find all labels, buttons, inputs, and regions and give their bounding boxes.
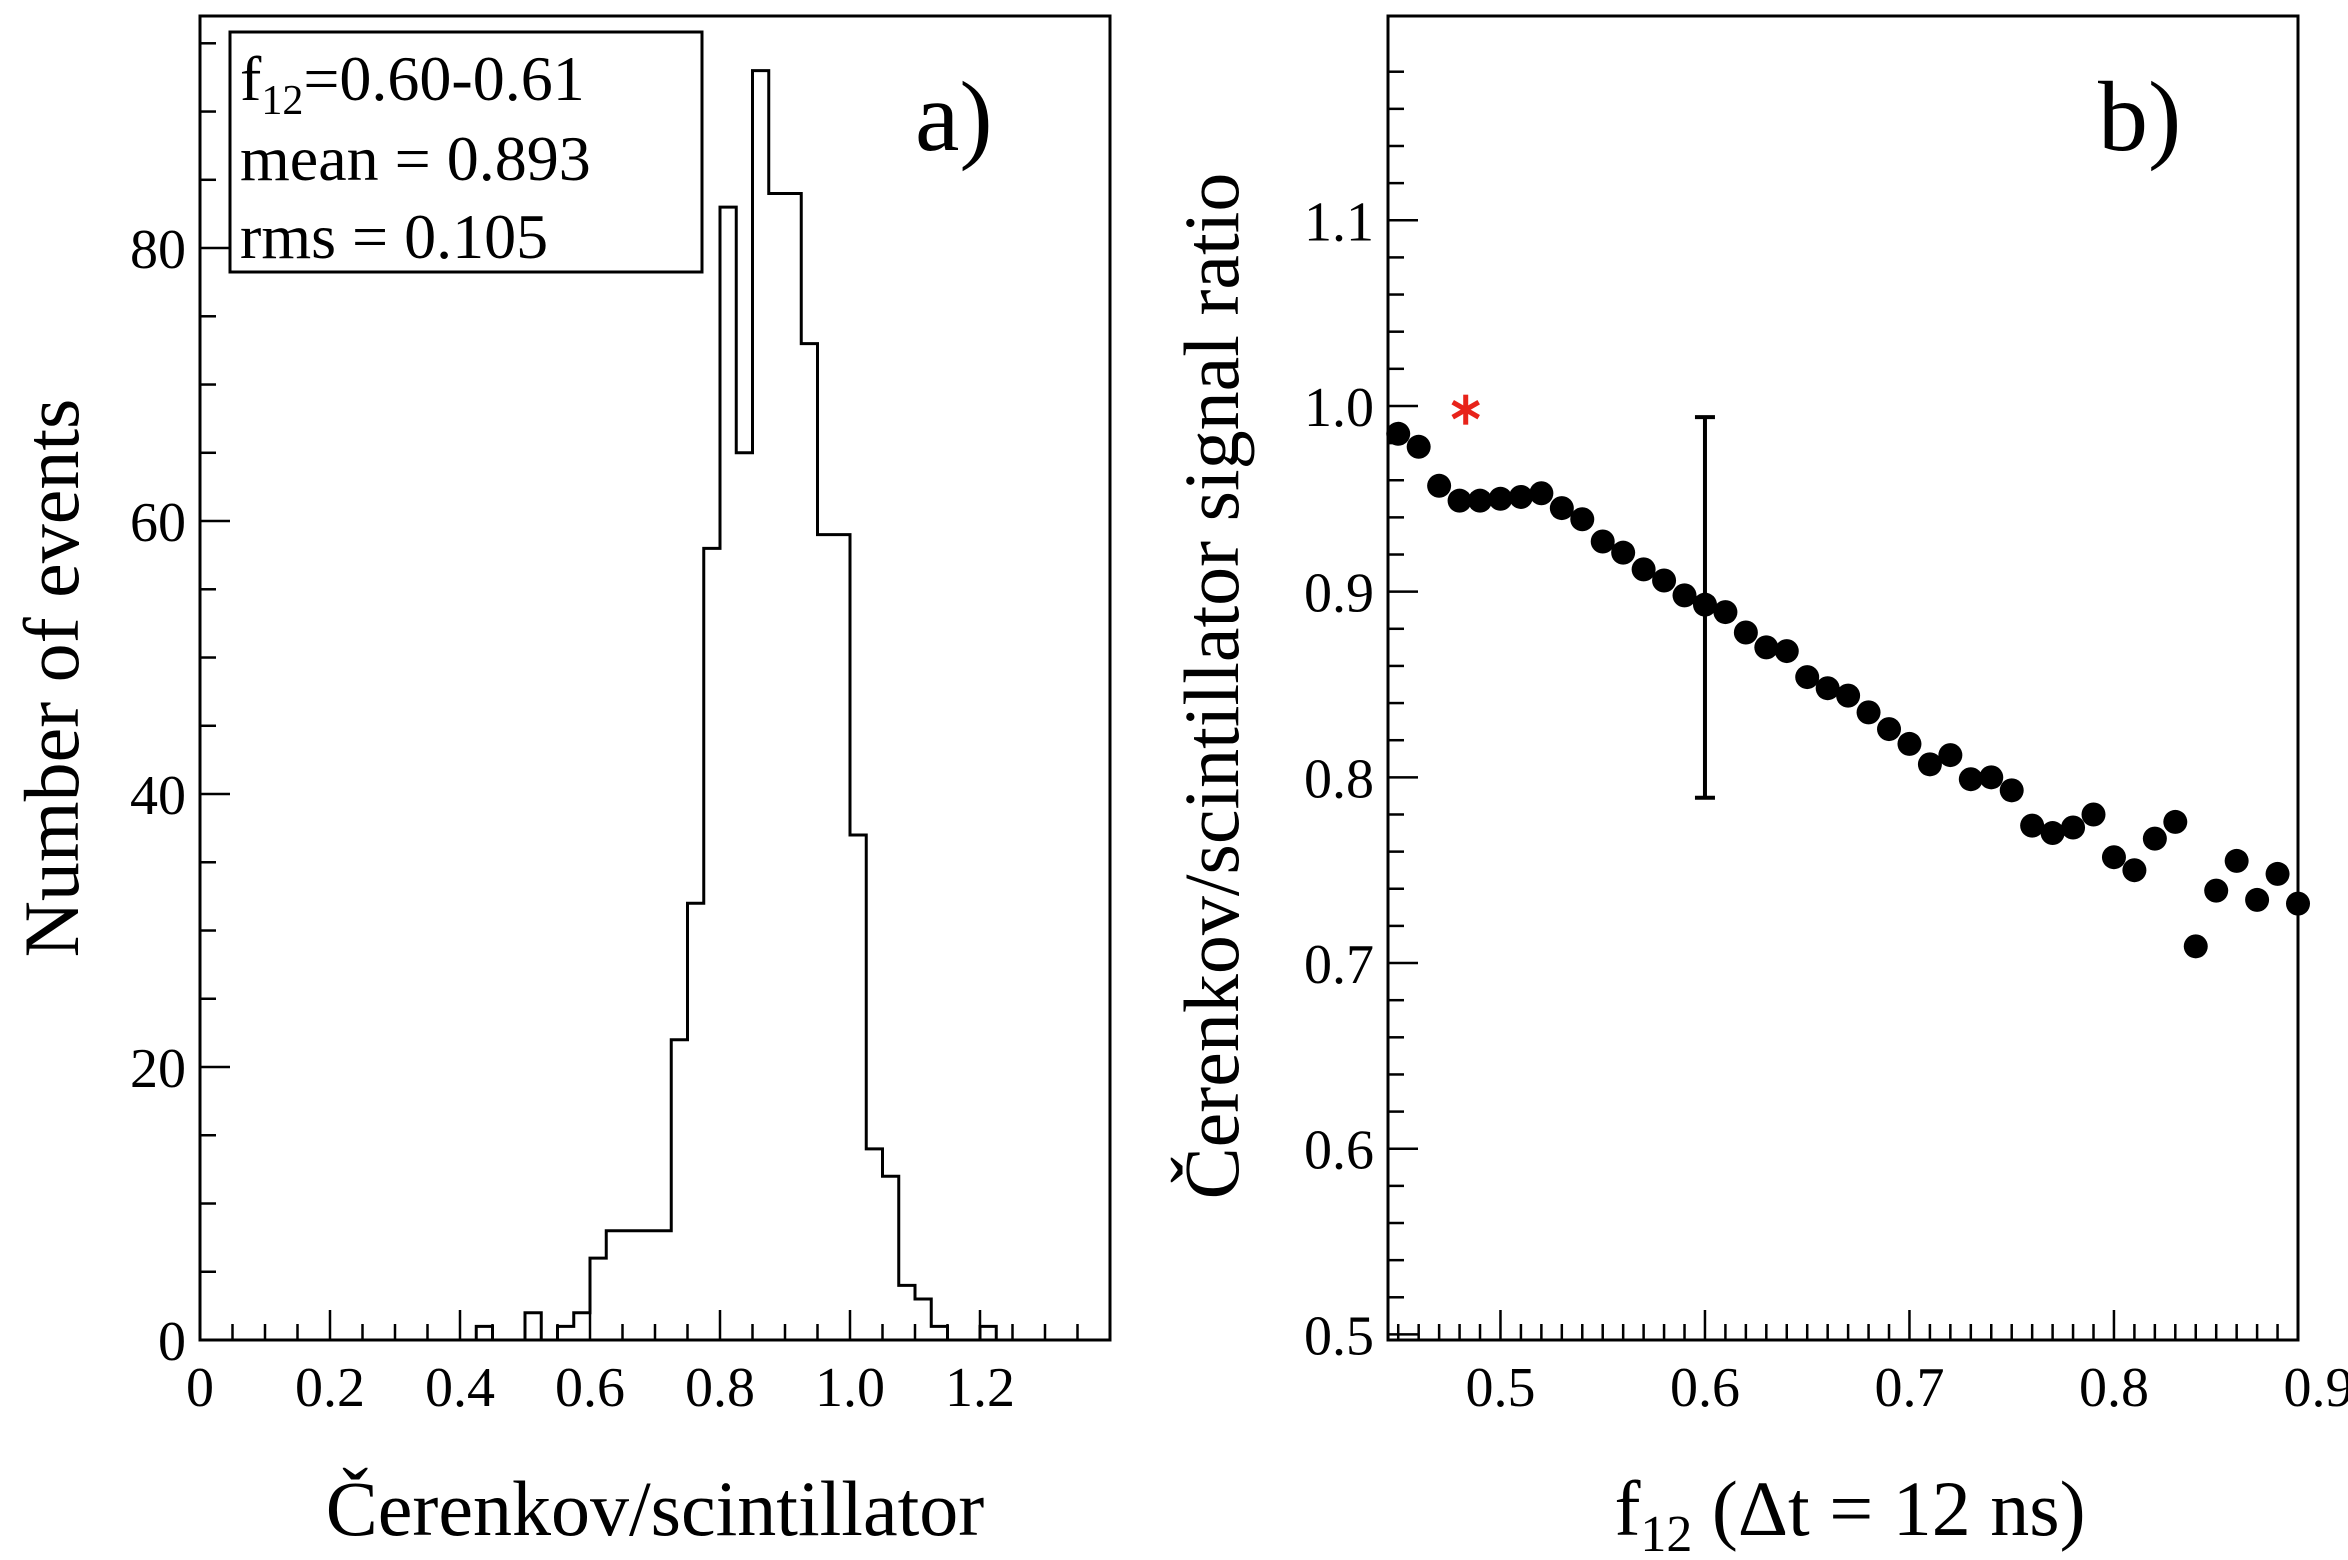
- x-tick-label: 0.2: [295, 1357, 365, 1419]
- panel-a-y-title: Number of events: [8, 399, 95, 958]
- data-point: [1447, 488, 1472, 513]
- panel-b-tick-labels: 0.5 0.6 0.7 0.8 0.9 0.5 0.6 0.7 0.8 0.9 1.0 1.1: [1304, 191, 2348, 1419]
- data-point: [1529, 481, 1554, 506]
- panel-b-frame: [1386, 14, 2300, 1342]
- y-tick-label: 0.7: [1304, 934, 1374, 996]
- data-point: [1774, 639, 1799, 664]
- data-point: [1897, 731, 1922, 756]
- y-tick-label: 0.5: [1304, 1305, 1374, 1367]
- stats-f-value: =0.60-0.61: [303, 43, 584, 114]
- data-point: [2101, 845, 2126, 870]
- data-point: [1733, 620, 1758, 645]
- y-tick-label: 0.9: [1304, 563, 1374, 625]
- x-tick-label: 1.0: [815, 1357, 885, 1419]
- x-tick-label: 0.8: [685, 1357, 755, 1419]
- x-tick-label: 0.6: [1670, 1357, 1740, 1419]
- data-point: [1795, 665, 1820, 690]
- histogram-outline: [474, 69, 998, 1342]
- data-point: [2204, 878, 2229, 903]
- panel-a-tick-labels: 0 0.2 0.4 0.6 0.8 1.0 1.2 0 20 40 60 80: [130, 219, 1015, 1419]
- data-point: [1836, 683, 1861, 708]
- data-point: [1877, 717, 1902, 742]
- stats-rms: rms = 0.105: [240, 201, 548, 272]
- data-point: [1938, 743, 1963, 768]
- y-tick-label: 0.8: [1304, 748, 1374, 810]
- panel-a-x-title: Čerenkov/scintillator: [326, 1465, 985, 1552]
- data-point: [1856, 700, 1881, 725]
- y-tick-label: 40: [130, 765, 186, 827]
- asterisk-marker-stroke: [1451, 400, 1480, 420]
- highlight-marker: [1451, 394, 1480, 425]
- data-point: [2265, 861, 2290, 886]
- x-tick-label: 0.4: [425, 1357, 495, 1419]
- data-point: [1631, 557, 1656, 582]
- panel-b-x-title-main: f: [1614, 1465, 1640, 1552]
- x-tick-label: 0.5: [1465, 1357, 1535, 1419]
- data-point: [1652, 568, 1677, 593]
- data-point: [2245, 887, 2270, 912]
- panel-a-label: a): [915, 61, 993, 172]
- data-point: [1427, 473, 1452, 498]
- y-tick-label: 20: [130, 1038, 186, 1100]
- panel-b-label: b): [2098, 61, 2181, 172]
- data-point: [1468, 488, 1493, 513]
- data-point: [2122, 858, 2147, 883]
- data-point: [1549, 496, 1574, 521]
- x-tick-label: 0.7: [1874, 1357, 1944, 1419]
- x-tick-label: 0.9: [2283, 1357, 2348, 1419]
- stats-f-subscript: 12: [261, 78, 303, 124]
- data-point: [1570, 507, 1595, 532]
- data-point: [2224, 848, 2249, 873]
- y-tick-label: 1.1: [1304, 191, 1374, 253]
- panel-b-x-title: f12 (Δt = 12 ns): [1614, 1465, 2085, 1560]
- panel-b-scatter: 0.5 0.6 0.7 0.8 0.90.50.60.70.80.91.01.1 b) …: [1168, 14, 2348, 1560]
- y-tick-label: 0.6: [1304, 1120, 1374, 1182]
- y-tick-label: 1.0: [1304, 377, 1374, 439]
- data-point: [1917, 752, 1942, 777]
- data-point: [2061, 815, 2086, 840]
- data-points: [1386, 421, 2310, 959]
- x-tick-label: 0.6: [555, 1357, 625, 1419]
- data-point: [1999, 778, 2024, 803]
- data-point: [1508, 484, 1533, 509]
- data-point: [1958, 767, 1983, 792]
- data-point: [1488, 486, 1513, 511]
- data-point: [2286, 891, 2310, 916]
- data-point: [2183, 934, 2208, 959]
- data-point: [1815, 676, 1840, 701]
- y-tick-label: 0: [158, 1311, 186, 1373]
- data-point: [1979, 765, 2004, 790]
- stats-box: [228, 30, 704, 274]
- data-point: [1611, 540, 1636, 565]
- stats-mean: mean = 0.893: [240, 123, 591, 194]
- x-tick-label: 1.2: [945, 1357, 1015, 1419]
- panel-b-x-title-rest: (Δt = 12 ns): [1692, 1465, 2085, 1552]
- x-tick-label: 0: [186, 1357, 214, 1419]
- y-tick-label: 60: [130, 492, 186, 554]
- y-tick-label: 80: [130, 219, 186, 281]
- panel-b-x-title-sub: 12: [1640, 1506, 1692, 1560]
- stats-f-label: f: [240, 43, 262, 114]
- stats-f-line: f12=0.60-0.61: [240, 43, 585, 124]
- data-point: [1386, 421, 1411, 446]
- data-point: [2020, 813, 2045, 838]
- data-point: [2040, 821, 2065, 846]
- x-tick-label: 0.8: [2079, 1357, 2149, 1419]
- data-point: [1406, 434, 1431, 459]
- data-point: [1713, 600, 1738, 625]
- data-point: [1692, 592, 1717, 617]
- panel-b-ticks: [1388, 70, 2300, 1340]
- data-point: [2081, 802, 2106, 827]
- data-point: [1754, 635, 1779, 660]
- panel-a-histogram: 0 0.2 0.4 0.6 0.8 1.0 1.2 0 20 40 60 80 f12=0.60-0.…: [8, 14, 1112, 1552]
- data-point: [1590, 529, 1615, 554]
- data-point: [2163, 809, 2188, 834]
- data-point: [1672, 583, 1697, 608]
- panel-b-y-title: Čerenkov/scintillator signal ratio: [1168, 173, 1255, 1200]
- data-point: [2142, 826, 2167, 851]
